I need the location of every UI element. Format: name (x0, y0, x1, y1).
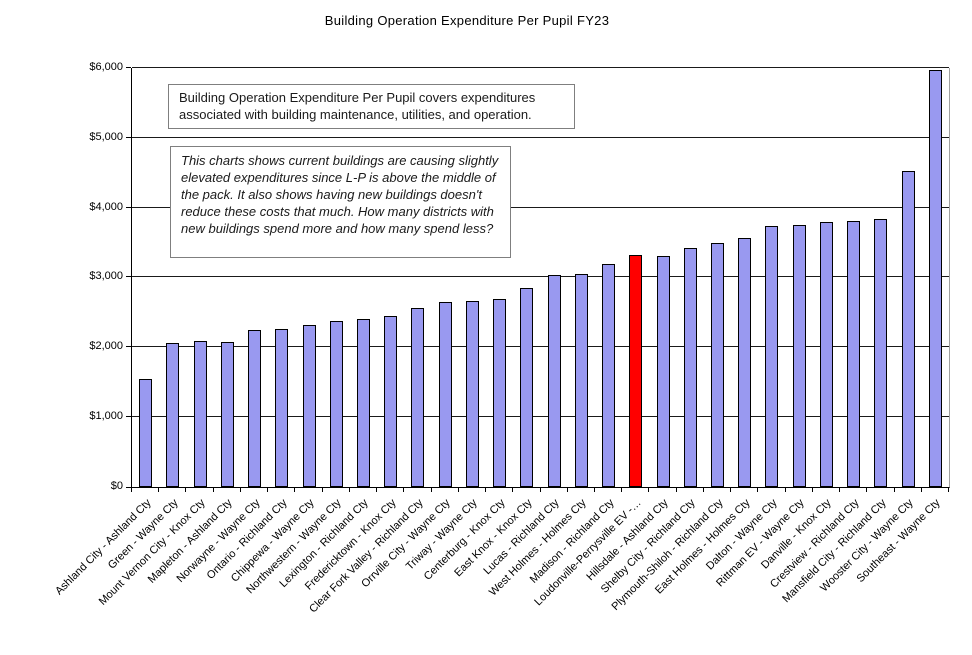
x-axis-tick (812, 488, 813, 492)
x-axis-tick (785, 488, 786, 492)
bar[interactable] (221, 342, 234, 487)
x-axis-tick (240, 488, 241, 492)
x-axis-tick (540, 488, 541, 492)
bar[interactable] (194, 341, 207, 487)
bar[interactable] (248, 330, 261, 487)
x-axis-tick (730, 488, 731, 492)
chart-title: Building Operation Expenditure Per Pupil… (324, 13, 610, 28)
annotation-box-commentary[interactable]: This charts shows current buildings are … (170, 146, 511, 258)
x-axis-tick (894, 488, 895, 492)
x-axis-tick (403, 488, 404, 492)
x-axis-tick (458, 488, 459, 492)
bar[interactable] (602, 264, 615, 487)
x-axis-tick (567, 488, 568, 492)
x-axis-tick (131, 488, 132, 492)
bar[interactable] (847, 221, 860, 487)
gridline (132, 67, 949, 68)
bar[interactable] (575, 274, 588, 487)
plot-area (131, 67, 950, 488)
x-axis-tick (349, 488, 350, 492)
x-axis-tick (322, 488, 323, 492)
annotation-definition-text: Building Operation Expenditure Per Pupil… (179, 90, 536, 122)
y-axis-tick (126, 67, 131, 68)
bar[interactable] (275, 329, 288, 487)
y-tick-label: $2,000 (89, 340, 123, 352)
y-axis-tick (126, 276, 131, 277)
x-axis-tick (676, 488, 677, 492)
bar[interactable] (357, 319, 370, 487)
bar[interactable] (411, 308, 424, 487)
x-axis-tick (948, 488, 949, 492)
x-axis-tick (703, 488, 704, 492)
x-axis-tick (376, 488, 377, 492)
y-tick-label: $5,000 (89, 131, 123, 143)
y-axis-tick (126, 346, 131, 347)
bar[interactable] (384, 316, 397, 487)
bar[interactable] (711, 243, 724, 487)
annotation-commentary-text: This charts shows current buildings are … (181, 153, 499, 236)
y-tick-label: $6,000 (89, 61, 123, 73)
x-axis-tick (294, 488, 295, 492)
bar[interactable] (493, 299, 506, 487)
bar[interactable] (684, 248, 697, 487)
bar[interactable] (330, 321, 343, 487)
y-axis-tick (126, 416, 131, 417)
x-axis-tick (431, 488, 432, 492)
x-axis-tick (839, 488, 840, 492)
bar[interactable] (902, 171, 915, 487)
y-tick-label: $0 (110, 480, 123, 492)
bar[interactable] (303, 325, 316, 487)
bar[interactable] (139, 379, 152, 487)
gridline (132, 137, 949, 138)
x-axis-tick (866, 488, 867, 492)
x-axis-tick (267, 488, 268, 492)
bar[interactable] (439, 302, 452, 487)
bar[interactable] (466, 301, 479, 487)
x-axis-tick (648, 488, 649, 492)
bar[interactable] (929, 70, 942, 487)
gridline (132, 416, 949, 417)
gridline (132, 276, 949, 277)
bar[interactable] (520, 288, 533, 487)
y-axis-tick (126, 137, 131, 138)
x-axis-tick (213, 488, 214, 492)
x-axis-tick (512, 488, 513, 492)
y-axis-tick (126, 207, 131, 208)
bar-highlighted[interactable] (629, 255, 642, 487)
x-axis-tick (485, 488, 486, 492)
bar[interactable] (738, 238, 751, 487)
x-axis-tick (158, 488, 159, 492)
x-axis-tick (621, 488, 622, 492)
x-axis-tick (594, 488, 595, 492)
gridline (132, 207, 949, 208)
x-axis-tick (185, 488, 186, 492)
bar[interactable] (166, 343, 179, 487)
y-axis-tick (126, 487, 131, 488)
gridline (132, 346, 949, 347)
x-axis-tick (757, 488, 758, 492)
bar[interactable] (548, 275, 561, 487)
bar[interactable] (765, 226, 778, 487)
y-tick-label: $3,000 (89, 270, 123, 282)
bar[interactable] (793, 225, 806, 487)
bar[interactable] (874, 219, 887, 487)
x-axis-tick (921, 488, 922, 492)
y-tick-label: $1,000 (89, 410, 123, 422)
bar[interactable] (657, 256, 670, 487)
bar[interactable] (820, 222, 833, 487)
annotation-box-definition[interactable]: Building Operation Expenditure Per Pupil… (168, 84, 575, 129)
y-tick-label: $4,000 (89, 201, 123, 213)
